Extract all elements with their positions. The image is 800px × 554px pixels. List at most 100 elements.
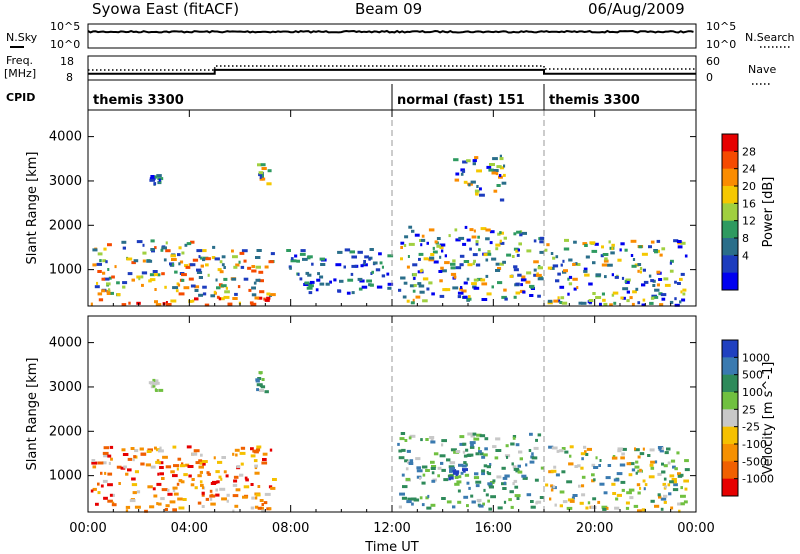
echo-cell bbox=[110, 291, 114, 295]
echo-cell bbox=[401, 448, 406, 452]
echo-cell bbox=[319, 257, 325, 261]
echo-cell bbox=[379, 261, 383, 265]
echo-cell bbox=[581, 493, 586, 497]
echo-cell bbox=[106, 289, 111, 293]
echo-cell bbox=[476, 498, 482, 502]
echo-cell bbox=[625, 501, 630, 505]
echo-cell bbox=[566, 480, 573, 484]
echo-cell bbox=[456, 480, 462, 484]
echo-cell bbox=[529, 432, 533, 436]
echo-cell bbox=[156, 502, 159, 506]
echo-cell bbox=[233, 479, 238, 483]
echo-cell bbox=[381, 265, 384, 269]
echo-cell bbox=[635, 460, 639, 464]
echo-cell bbox=[192, 299, 195, 303]
echo-cell bbox=[569, 445, 574, 449]
echo-cell bbox=[421, 234, 425, 238]
echo-cell bbox=[250, 506, 255, 510]
echo-cell bbox=[453, 158, 459, 162]
colorbar-swatch bbox=[722, 409, 738, 428]
echo-cell bbox=[679, 300, 682, 304]
echo-cell bbox=[539, 250, 545, 254]
echo-cell bbox=[102, 461, 107, 465]
echo-cell bbox=[234, 448, 240, 452]
echo-cell bbox=[562, 500, 568, 504]
echo-cell bbox=[468, 295, 471, 299]
echo-cell bbox=[165, 504, 170, 508]
echo-cell bbox=[387, 254, 394, 258]
echo-cell bbox=[224, 290, 230, 294]
echo-cell bbox=[601, 263, 608, 267]
echo-cell bbox=[387, 286, 392, 290]
echo-cell bbox=[484, 447, 488, 451]
echo-cell bbox=[654, 504, 660, 508]
echo-cell bbox=[447, 474, 453, 478]
echo-cell bbox=[360, 264, 364, 268]
echo-cell bbox=[234, 292, 238, 296]
power-ylabel: Slant Range [km] bbox=[25, 152, 40, 265]
echo-cell bbox=[466, 159, 471, 163]
beam-title: Beam 09 bbox=[355, 0, 422, 18]
echo-cell bbox=[127, 468, 132, 472]
echo-cell bbox=[628, 473, 633, 477]
echo-cell bbox=[97, 482, 100, 486]
echo-cell bbox=[262, 452, 268, 456]
echo-cell bbox=[658, 278, 663, 281]
echo-cell bbox=[626, 299, 630, 303]
echo-cell bbox=[649, 463, 654, 467]
echo-cell bbox=[464, 225, 468, 229]
echo-cell bbox=[125, 505, 131, 509]
cpid-segment-label: themis 3300 bbox=[549, 93, 640, 108]
echo-cell bbox=[227, 302, 233, 306]
echo-cell bbox=[602, 507, 607, 511]
echo-cell bbox=[619, 463, 626, 467]
echo-cell bbox=[408, 462, 414, 465]
echo-cell bbox=[446, 500, 452, 504]
echo-cell bbox=[102, 451, 109, 455]
echo-cell bbox=[487, 499, 490, 503]
echo-cell bbox=[142, 243, 145, 247]
echo-cell bbox=[306, 286, 313, 290]
echo-cell bbox=[676, 240, 682, 243]
echo-cell bbox=[214, 257, 220, 261]
echo-cell bbox=[108, 276, 112, 280]
echo-cell bbox=[485, 228, 491, 232]
echo-cell bbox=[253, 459, 258, 463]
echo-cell bbox=[462, 242, 467, 246]
echo-cell bbox=[515, 282, 520, 286]
echo-cell bbox=[611, 482, 616, 486]
echo-cell bbox=[479, 452, 484, 456]
echo-cell bbox=[253, 281, 257, 285]
echo-cell bbox=[90, 302, 93, 306]
echo-cell bbox=[405, 467, 409, 471]
echo-cell bbox=[595, 456, 598, 460]
echo-cell bbox=[174, 270, 178, 274]
echo-cell bbox=[268, 507, 272, 511]
echo-cell bbox=[152, 378, 156, 382]
echo-cell bbox=[138, 277, 141, 281]
echo-cell bbox=[583, 445, 587, 449]
ytick-label: 2000 bbox=[49, 424, 82, 439]
echo-cell bbox=[141, 271, 148, 275]
echo-cell bbox=[428, 281, 433, 285]
echo-cell bbox=[243, 485, 250, 489]
echo-cell bbox=[489, 241, 493, 245]
ytick-label: 1000 bbox=[49, 469, 82, 484]
echo-cell bbox=[213, 290, 216, 294]
freq-tick-top: 18 bbox=[60, 55, 74, 68]
echo-cell bbox=[409, 459, 414, 463]
echo-cell bbox=[463, 461, 467, 465]
echo-cell bbox=[386, 272, 390, 276]
echo-cell bbox=[419, 476, 421, 480]
echo-cell bbox=[201, 486, 204, 490]
cpid-panel: CPID themis 3300 normal (fast) 151 themis … bbox=[6, 80, 697, 110]
echo-cell bbox=[439, 243, 446, 247]
echo-cell bbox=[493, 189, 498, 193]
echo-cell bbox=[371, 270, 374, 274]
echo-cell bbox=[512, 465, 517, 469]
echo-cell bbox=[644, 483, 648, 487]
echo-cell bbox=[210, 294, 216, 298]
echo-cell bbox=[591, 479, 595, 483]
echo-cell bbox=[525, 463, 528, 467]
echo-cell bbox=[146, 259, 153, 263]
